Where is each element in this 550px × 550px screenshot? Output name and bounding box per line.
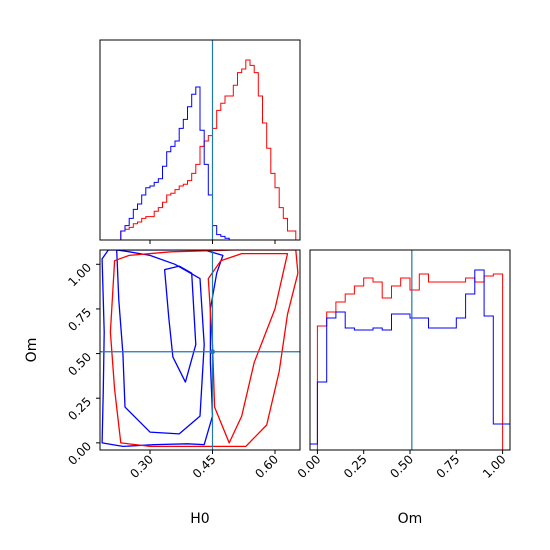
marginal-histogram-h0 [99, 39, 301, 244]
histogram-series-red [310, 273, 510, 451]
contour-red-inner [207, 252, 289, 444]
x-axis-label-om: Om [398, 511, 423, 527]
axes-frame [99, 249, 301, 451]
joint-contour-h0-om: 0.30 0.45 0.60 0.00 0.25 0.50 0.75 1.00 [65, 249, 301, 481]
y-tick-label: 0.00 [65, 439, 94, 468]
x-tick-label: 1.00 [480, 452, 509, 481]
x-tick-label: 0.45 [190, 452, 219, 481]
truth-point [210, 349, 215, 355]
x-tick-label: 0.60 [252, 452, 281, 481]
contour-blue-outer [101, 250, 224, 448]
contour-group [101, 250, 299, 448]
x-tick-label: 0.50 [387, 452, 416, 481]
y-tick-label: 0.50 [65, 350, 94, 379]
x-tick-label: 0.00 [295, 452, 324, 481]
y-tick-label: 0.25 [65, 394, 94, 423]
contour-red-outer [109, 250, 299, 448]
contour-blue-inner [116, 250, 205, 435]
histogram-series-blue [309, 269, 511, 450]
x-tick-label: 0.30 [127, 452, 156, 481]
y-tick-label: 0.75 [65, 305, 94, 334]
x-tick-label: 0.75 [434, 452, 463, 481]
contour-blue-island [163, 265, 197, 383]
y-tick-label: 1.00 [65, 261, 94, 290]
x-tick-label: 0.25 [341, 452, 370, 481]
x-axis-label-h0: H0 [190, 511, 209, 527]
y-axis-label-om: Om [24, 338, 40, 363]
marginal-histogram-om: 0.00 0.25 0.50 0.75 1.00 [295, 249, 511, 481]
axes-frame [99, 39, 301, 241]
